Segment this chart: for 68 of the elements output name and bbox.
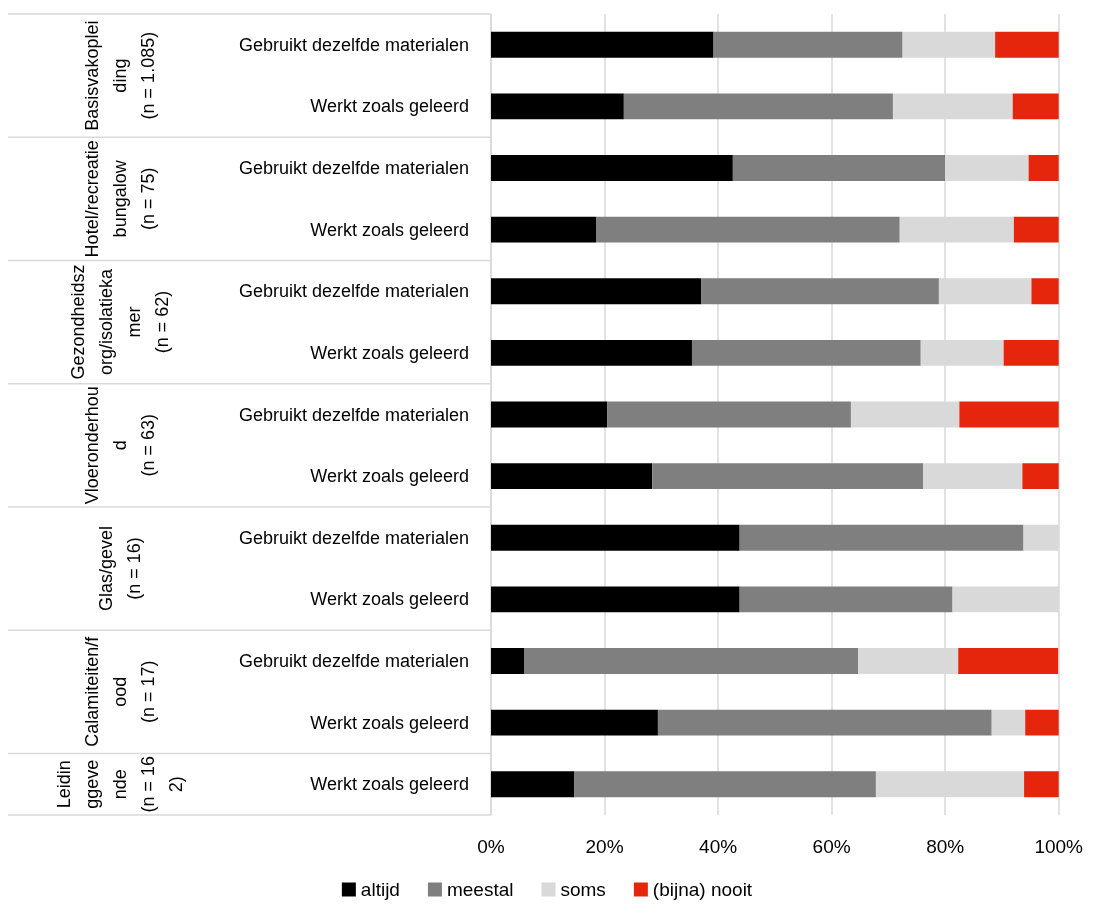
bar [691,339,921,366]
bar [491,216,597,243]
x-tick-label: 40% [699,836,738,857]
y-tick-label: Werkt zoals geleerd [310,589,469,610]
bar [739,586,953,613]
bar [491,31,714,58]
bar [701,278,939,305]
bar [1013,216,1059,243]
y-tick-label: Werkt zoals geleerd [310,466,469,487]
y-tick-label: Werkt zoals geleerd [310,219,469,240]
bar [607,401,851,428]
x-tick-label: 100% [1034,836,1084,857]
bar [491,463,653,490]
bar [623,93,893,120]
bar [596,216,900,243]
bar [995,31,1059,58]
x-tick-label: 80% [926,836,965,857]
bar [1025,709,1059,736]
bar [1028,155,1059,181]
bar [491,586,740,613]
y-tick-label: Werkt zoals geleerd [310,712,469,733]
bar [491,771,575,798]
y-tick-label: Gebruikt dezelfde materialen [238,158,469,179]
bar [491,278,702,305]
bar [1012,93,1059,120]
bar [491,339,692,366]
text: Calamiteiten/food (n = 17) [82,635,158,747]
bar [1022,463,1059,490]
text: Gezondheidszorg/isolatiekamer (n = 62) [68,264,172,380]
y-tick-label: Gebruikt dezelfde materialen [238,527,469,548]
legend-label: altijd [360,879,400,900]
y-tick-label: Gebruikt dezelfde materialen [238,650,469,671]
legend-label: meestal [446,879,514,900]
text: Leidinggevende (n = 162) [54,755,186,813]
bar [739,524,1024,551]
y-tick-label: Werkt zoals geleerd [310,96,469,117]
legend-label: (bijna) nooit [652,879,753,900]
bar [491,155,733,181]
bar [732,155,946,181]
bar [491,648,525,674]
x-tick-label: 60% [812,836,851,857]
bar [491,401,608,428]
bar [524,648,859,674]
text: Vloeronderhoud (n = 63) [82,386,158,505]
y-tick-label: Werkt zoals geleerd [310,342,469,363]
bar [491,93,624,120]
bar [1024,771,1059,798]
bar [574,771,876,798]
bar [657,709,992,736]
bar [491,524,740,551]
bar [652,463,924,490]
bar [959,401,1059,428]
text: Basisvakopleiding (n = 1.085) [82,20,158,131]
y-tick-label: Werkt zoals geleerd [310,774,469,795]
x-tick-label: 0% [477,836,505,857]
bar [713,31,903,58]
text: Glas/gevel (n = 16) [96,526,144,612]
y-tick-label: Gebruikt dezelfde materialen [238,281,469,302]
y-tick-label: Gebruikt dezelfde materialen [238,404,469,425]
x-tick-label: 20% [585,836,624,857]
bar [958,648,1059,674]
y-tick-label: Gebruikt dezelfde materialen [238,34,469,55]
text: Hotel/recreatiebungalow (n = 75) [82,140,158,258]
bar [1003,339,1059,366]
legend-label: soms [560,879,606,900]
bar [991,709,1026,736]
bar [1031,278,1059,305]
bar [491,709,658,736]
